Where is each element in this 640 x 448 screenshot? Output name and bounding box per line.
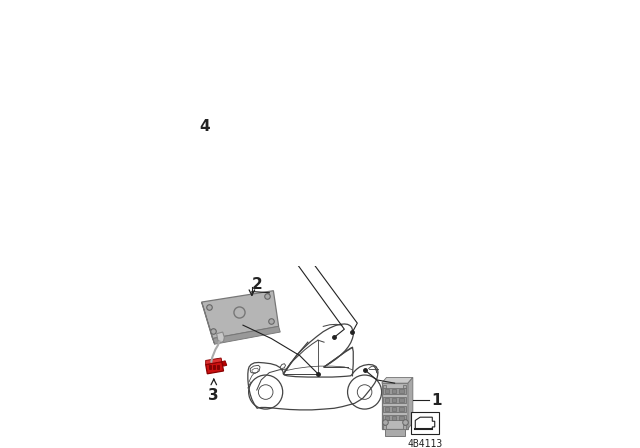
Text: 4: 4	[200, 119, 211, 134]
Bar	[399, 407, 403, 411]
Polygon shape	[383, 415, 406, 420]
Bar	[383, 425, 387, 429]
Polygon shape	[216, 332, 225, 343]
Polygon shape	[381, 383, 408, 429]
Bar	[399, 416, 403, 420]
Bar	[385, 407, 389, 411]
Bar	[213, 365, 216, 369]
Polygon shape	[205, 358, 222, 365]
Bar	[217, 365, 220, 369]
Bar	[392, 407, 396, 411]
Bar	[392, 416, 396, 420]
Bar	[385, 389, 389, 393]
Polygon shape	[205, 362, 223, 374]
Text: 2: 2	[252, 277, 262, 292]
Polygon shape	[408, 378, 413, 429]
Polygon shape	[202, 291, 278, 339]
Text: 3: 3	[209, 388, 219, 403]
Polygon shape	[212, 327, 280, 344]
Polygon shape	[383, 397, 406, 403]
Text: 4B4113: 4B4113	[408, 439, 443, 448]
Bar	[385, 398, 389, 402]
Bar	[385, 416, 389, 420]
Polygon shape	[383, 406, 406, 412]
Bar	[209, 365, 211, 369]
Polygon shape	[383, 388, 406, 394]
Bar	[383, 385, 387, 388]
Bar	[399, 389, 403, 393]
Bar	[412, 412, 439, 434]
Polygon shape	[385, 429, 404, 436]
Bar	[399, 398, 403, 402]
Text: 1: 1	[431, 392, 442, 408]
Bar	[392, 389, 396, 393]
Bar	[392, 398, 396, 402]
Polygon shape	[202, 302, 214, 344]
Polygon shape	[222, 361, 227, 366]
Bar	[403, 425, 406, 429]
Bar	[403, 385, 406, 388]
Polygon shape	[381, 378, 413, 383]
